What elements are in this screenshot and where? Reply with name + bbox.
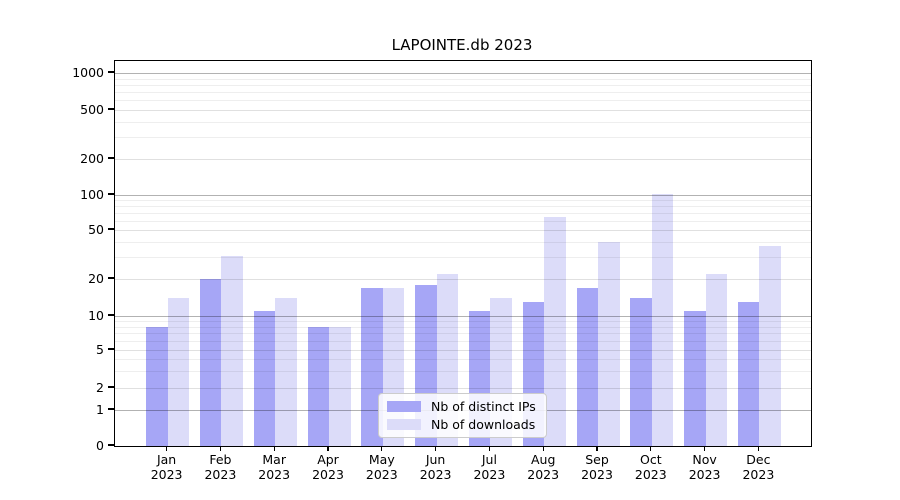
x-tick-year-mar: 2023 xyxy=(258,467,291,482)
bar-nb-of-distinct-ips-dec xyxy=(737,302,760,446)
x-tick-year-nov: 2023 xyxy=(688,467,721,482)
bar-nb-of-distinct-ips-jan xyxy=(146,326,168,446)
bar-nb-of-downloads-aug xyxy=(544,216,566,446)
bar-nb-of-distinct-ips-oct xyxy=(630,298,652,446)
y-tick-mark-5 xyxy=(108,348,114,350)
x-tick-mark-jan xyxy=(166,446,168,452)
bar-nb-of-downloads-sep xyxy=(598,241,620,446)
bar-nb-of-distinct-ips-nov xyxy=(684,310,706,446)
chart-title: LAPOINTE.db 2023 xyxy=(391,36,533,54)
x-tick-year-aug: 2023 xyxy=(527,467,560,482)
x-tick-mark-aug xyxy=(542,446,544,452)
x-tick-year-may: 2023 xyxy=(365,467,398,482)
bars-layer xyxy=(115,61,811,446)
x-tick-label-nov: Nov 2023 xyxy=(675,452,735,482)
x-tick-label-sep: Sep 2023 xyxy=(567,452,627,482)
y-tick-mark-50 xyxy=(108,228,114,230)
bar-nb-of-distinct-ips-feb xyxy=(199,279,222,446)
x-tick-year-jun: 2023 xyxy=(419,467,452,482)
legend: Nb of distinct IPs Nb of downloads xyxy=(378,393,547,438)
x-tick-mark-feb xyxy=(219,446,221,452)
x-tick-label-jul: Jul 2023 xyxy=(459,452,519,482)
bar-nb-of-downloads-feb xyxy=(221,255,243,446)
x-tick-mark-jun xyxy=(435,446,437,452)
y-tick-mark-0 xyxy=(108,444,114,446)
legend-row-distinct-ips: Nb of distinct IPs xyxy=(387,399,536,414)
x-tick-year-dec: 2023 xyxy=(742,467,775,482)
x-tick-label-dec: Dec 2023 xyxy=(728,452,788,482)
bar-nb-of-downloads-oct xyxy=(651,193,674,446)
bar-nb-of-distinct-ips-apr xyxy=(307,326,329,446)
x-tick-year-jan: 2023 xyxy=(150,467,183,482)
y-tick-label-0: 0 xyxy=(96,437,104,453)
x-tick-year-sep: 2023 xyxy=(581,467,613,482)
bar-nb-of-downloads-dec xyxy=(759,246,781,446)
y-tick-label-5: 5 xyxy=(96,341,104,357)
x-tick-mark-oct xyxy=(650,446,652,452)
x-tick-mark-dec xyxy=(757,446,759,452)
legend-label-downloads: Nb of downloads xyxy=(431,417,536,432)
x-tick-mark-nov xyxy=(704,446,706,452)
y-tick-mark-1000 xyxy=(108,71,114,73)
bar-nb-of-downloads-nov xyxy=(705,273,728,446)
x-tick-label-jun: Jun 2023 xyxy=(406,452,466,482)
y-tick-mark-1 xyxy=(108,408,114,410)
legend-swatch-distinct-ips xyxy=(387,401,421,412)
x-tick-year-apr: 2023 xyxy=(312,467,344,482)
x-tick-label-feb: Feb 2023 xyxy=(190,452,250,482)
x-tick-mark-sep xyxy=(596,446,598,452)
y-tick-label-50: 50 xyxy=(88,221,104,237)
x-tick-mark-may xyxy=(381,446,383,452)
x-tick-mark-mar xyxy=(273,446,275,452)
x-tick-label-aug: Aug 2023 xyxy=(513,452,573,482)
y-tick-label-10: 10 xyxy=(88,307,104,323)
x-tick-mark-jul xyxy=(488,446,490,452)
y-tick-mark-500 xyxy=(108,108,114,110)
legend-row-downloads: Nb of downloads xyxy=(387,417,536,432)
y-tick-mark-100 xyxy=(108,193,114,195)
bar-nb-of-downloads-jan xyxy=(167,298,190,446)
y-tick-mark-200 xyxy=(108,157,114,159)
y-tick-label-500: 500 xyxy=(80,101,104,117)
bar-nb-of-downloads-mar xyxy=(275,298,297,446)
y-tick-label-200: 200 xyxy=(80,150,104,166)
y-tick-mark-10 xyxy=(108,314,114,316)
x-tick-year-jul: 2023 xyxy=(473,467,506,482)
x-tick-label-oct: Oct 2023 xyxy=(621,452,681,482)
y-tick-label-100: 100 xyxy=(80,186,104,202)
plot-area xyxy=(114,60,812,447)
y-tick-label-20: 20 xyxy=(88,270,104,286)
legend-label-distinct-ips: Nb of distinct IPs xyxy=(431,399,536,414)
x-tick-label-jan: Jan 2023 xyxy=(137,452,197,482)
y-tick-mark-2 xyxy=(108,386,114,388)
y-tick-mark-20 xyxy=(108,277,114,279)
bar-nb-of-distinct-ips-may xyxy=(361,287,383,446)
y-tick-label-1: 1 xyxy=(96,401,104,417)
x-tick-mark-apr xyxy=(327,446,329,452)
y-tick-label-2: 2 xyxy=(96,379,104,395)
x-tick-label-mar: Mar 2023 xyxy=(244,452,304,482)
x-tick-label-apr: Apr 2023 xyxy=(298,452,358,482)
bar-nb-of-downloads-apr xyxy=(329,326,351,446)
bar-nb-of-distinct-ips-sep xyxy=(576,287,598,446)
x-tick-label-may: May 2023 xyxy=(352,452,412,482)
bar-nb-of-distinct-ips-mar xyxy=(253,310,276,446)
x-tick-year-feb: 2023 xyxy=(204,467,237,482)
y-tick-label-1000: 1000 xyxy=(72,64,104,80)
x-tick-year-oct: 2023 xyxy=(634,467,667,482)
legend-swatch-downloads xyxy=(387,419,421,430)
